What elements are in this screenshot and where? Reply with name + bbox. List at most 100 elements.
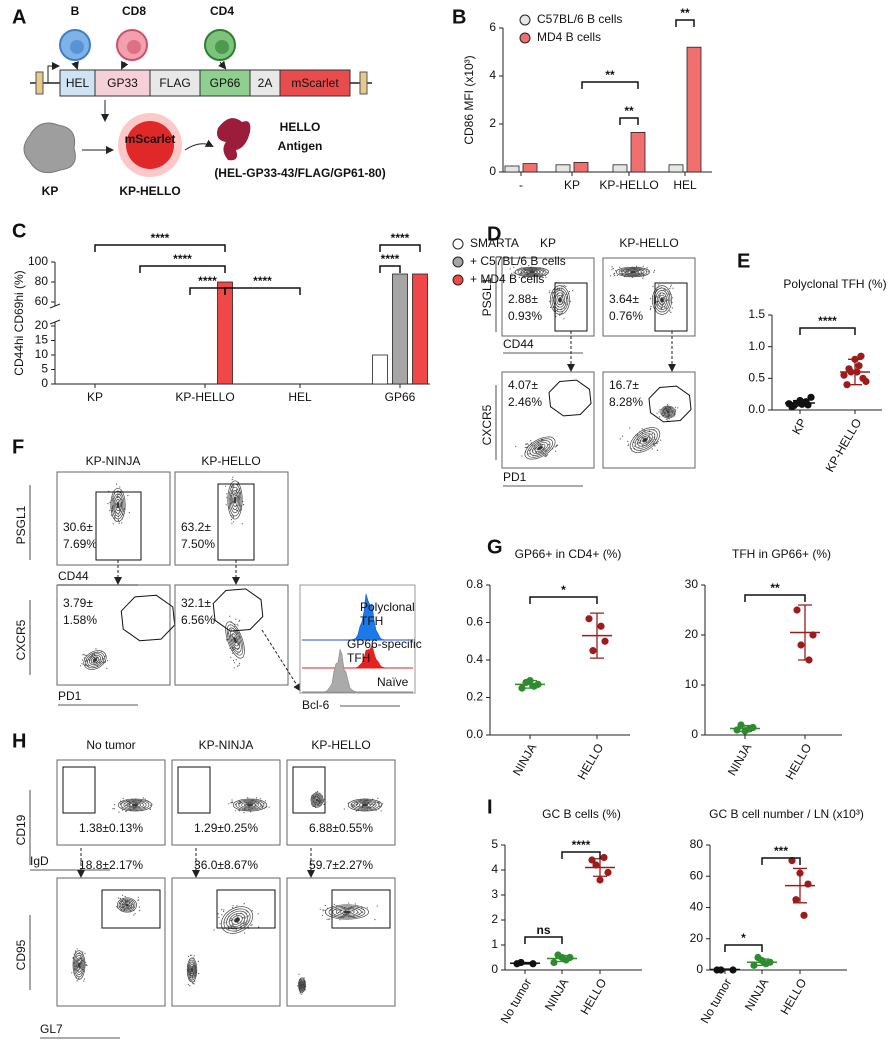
contour bbox=[188, 961, 196, 979]
significance-bracket bbox=[619, 117, 639, 125]
event-dot bbox=[193, 955, 195, 957]
event-dot bbox=[528, 453, 530, 455]
event-dot bbox=[513, 271, 515, 273]
contour bbox=[299, 981, 305, 989]
event-dot bbox=[117, 500, 119, 502]
flow-title: KP-HELLO bbox=[311, 738, 370, 752]
event-dot bbox=[127, 804, 129, 807]
contour bbox=[666, 410, 670, 414]
contour bbox=[550, 285, 570, 315]
event-dot bbox=[674, 406, 676, 408]
event-dot bbox=[142, 797, 144, 799]
gate-percent: 2.46% bbox=[508, 395, 542, 409]
segment-label: GP66 bbox=[210, 76, 241, 90]
event-dot bbox=[237, 625, 239, 627]
event-dot bbox=[528, 265, 530, 267]
event-dot bbox=[225, 485, 227, 487]
event-dot bbox=[236, 489, 238, 491]
event-dot bbox=[79, 665, 82, 667]
event-dot bbox=[641, 432, 644, 434]
event-dot bbox=[670, 311, 672, 313]
event-dot bbox=[81, 663, 83, 665]
event-dot bbox=[515, 445, 517, 447]
error-bar bbox=[738, 724, 752, 733]
event-dot bbox=[677, 407, 679, 409]
y-tick-label: 30 bbox=[685, 577, 699, 591]
contour bbox=[246, 803, 254, 807]
contour bbox=[523, 269, 541, 275]
error-bar bbox=[590, 612, 604, 659]
segment-label: HEL bbox=[66, 76, 90, 90]
gate-percent: 7.50% bbox=[181, 537, 215, 551]
event-dot bbox=[112, 808, 114, 810]
gate bbox=[120, 594, 176, 642]
gate-percent: 63.2± bbox=[181, 520, 211, 534]
event-dot bbox=[232, 476, 234, 478]
data-point bbox=[843, 381, 851, 389]
event-dot bbox=[236, 623, 238, 626]
segment-label: mScarlet bbox=[291, 76, 339, 90]
event-dot bbox=[112, 523, 114, 525]
construct-segment bbox=[59, 69, 96, 97]
contour bbox=[76, 959, 82, 971]
event-dot bbox=[303, 977, 305, 979]
data-point bbox=[862, 377, 870, 386]
event-dot bbox=[82, 659, 84, 661]
x-tick-label: NINJA bbox=[725, 741, 754, 778]
event-dot bbox=[352, 804, 354, 807]
data-point bbox=[797, 641, 805, 649]
event-dot bbox=[642, 277, 644, 279]
legend-label: + C57BL/6 B cells bbox=[470, 254, 566, 268]
significance-bracket bbox=[94, 244, 226, 252]
event-dot bbox=[568, 290, 571, 293]
event-dot bbox=[118, 522, 120, 524]
event-dot bbox=[137, 896, 139, 898]
y-tick-label: 5 bbox=[41, 362, 48, 376]
event-dot bbox=[538, 278, 541, 280]
y-tick-label: 5 bbox=[491, 837, 498, 851]
error-bar bbox=[755, 958, 769, 966]
gate-percent: 36.0±8.67% bbox=[194, 858, 258, 872]
data-point bbox=[604, 868, 612, 877]
contour bbox=[131, 803, 139, 807]
event-dot bbox=[82, 951, 84, 953]
contour bbox=[117, 798, 153, 812]
gate-percent: 7.69% bbox=[63, 537, 97, 551]
event-dot bbox=[627, 445, 629, 447]
contour bbox=[225, 621, 245, 659]
event-dot bbox=[298, 973, 300, 975]
contour bbox=[332, 906, 362, 918]
y-tick-label: 1 bbox=[491, 937, 498, 951]
event-dot bbox=[71, 972, 73, 974]
x-tick-label: KP bbox=[789, 416, 809, 437]
gate-percent: 30.6± bbox=[63, 520, 93, 534]
contour bbox=[123, 902, 131, 908]
event-dot bbox=[257, 913, 259, 915]
contour bbox=[514, 266, 550, 278]
event-dot bbox=[241, 523, 243, 525]
event-dot bbox=[232, 919, 234, 921]
event-dot bbox=[125, 810, 127, 813]
legend-marker bbox=[452, 238, 464, 250]
error-bar bbox=[718, 968, 732, 971]
contour bbox=[652, 285, 672, 315]
significance-label: **** bbox=[253, 274, 272, 288]
flow-axis-label: CD95 bbox=[14, 939, 28, 970]
contour bbox=[634, 431, 656, 449]
event-dot bbox=[636, 265, 638, 267]
contour bbox=[227, 480, 243, 520]
event-dot bbox=[561, 291, 563, 293]
contour bbox=[311, 793, 323, 807]
gate bbox=[331, 889, 391, 929]
arrow bbox=[71, 61, 79, 70]
gate-percent: 0.76% bbox=[609, 309, 643, 323]
x-tick-label: NINJA bbox=[510, 741, 539, 778]
contour bbox=[117, 897, 137, 913]
y-tick-label: 60 bbox=[690, 868, 704, 882]
event-dot bbox=[669, 287, 671, 290]
significance-label: ** bbox=[680, 6, 690, 20]
event-dot bbox=[654, 445, 656, 447]
event-dot bbox=[321, 914, 323, 917]
data-point bbox=[597, 622, 605, 630]
